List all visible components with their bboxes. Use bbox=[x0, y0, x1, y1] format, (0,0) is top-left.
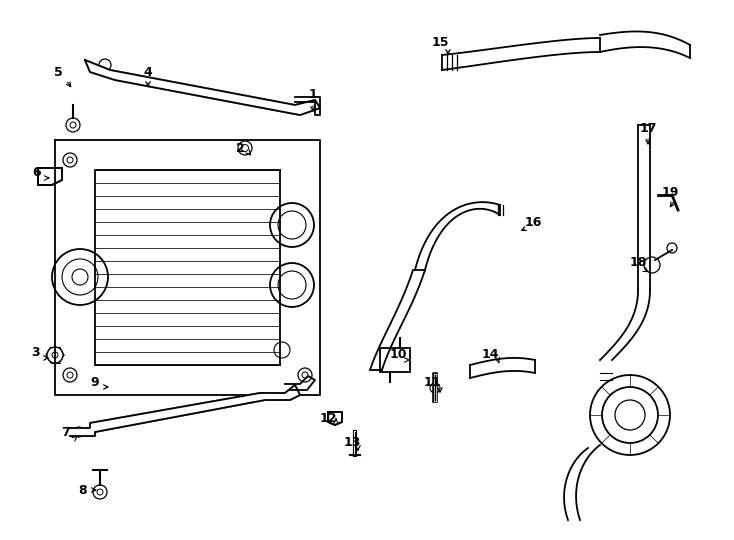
Text: 14: 14 bbox=[482, 348, 498, 361]
Text: 18: 18 bbox=[629, 256, 647, 269]
Text: 17: 17 bbox=[639, 122, 657, 134]
Text: 4: 4 bbox=[144, 65, 153, 78]
Text: 10: 10 bbox=[389, 348, 407, 361]
Text: 12: 12 bbox=[319, 411, 337, 424]
Text: 7: 7 bbox=[61, 426, 70, 438]
Text: 9: 9 bbox=[91, 376, 99, 389]
Text: 15: 15 bbox=[432, 36, 448, 49]
Text: 2: 2 bbox=[236, 141, 244, 154]
Text: 8: 8 bbox=[79, 483, 87, 496]
Text: 3: 3 bbox=[31, 346, 40, 359]
Polygon shape bbox=[85, 60, 320, 115]
Text: 1: 1 bbox=[308, 89, 317, 102]
Bar bbox=[380, 348, 410, 372]
Text: 11: 11 bbox=[424, 376, 440, 389]
Polygon shape bbox=[38, 168, 62, 185]
Text: 13: 13 bbox=[344, 435, 360, 449]
Polygon shape bbox=[70, 385, 300, 436]
Text: 19: 19 bbox=[661, 186, 679, 199]
Text: 6: 6 bbox=[33, 166, 41, 179]
Text: 5: 5 bbox=[54, 65, 62, 78]
Text: 16: 16 bbox=[524, 215, 542, 228]
Polygon shape bbox=[328, 412, 342, 425]
